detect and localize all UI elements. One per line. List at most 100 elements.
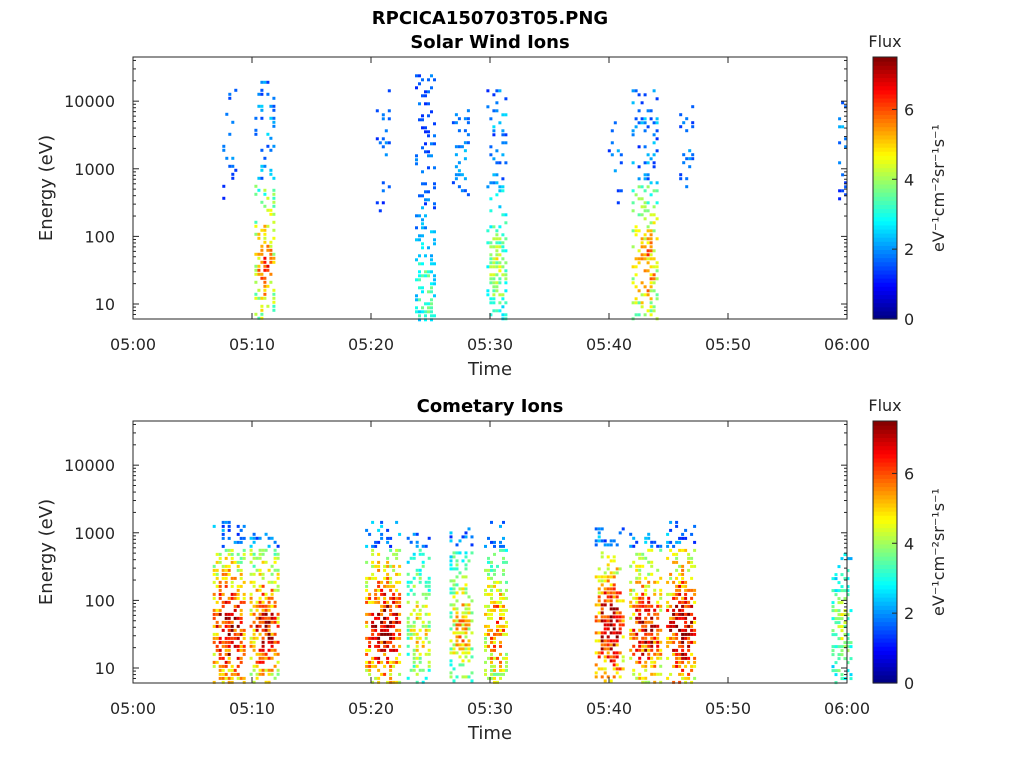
flux-cell (606, 635, 610, 639)
flux-cell (365, 648, 369, 652)
flux-cell (489, 181, 493, 185)
flux-cell (272, 260, 276, 264)
colorbar-step (873, 445, 897, 451)
flux-cell (257, 188, 261, 192)
flux-cell (412, 660, 416, 664)
flux-cell (495, 273, 499, 277)
colorbar-step (873, 192, 897, 197)
flux-cell (834, 617, 838, 621)
flux-cell (458, 587, 462, 591)
flux-cell (368, 668, 372, 672)
flux-cell (467, 595, 471, 599)
flux-cell (646, 261, 650, 265)
flux-cell (424, 314, 427, 318)
flux-cell (233, 560, 237, 564)
flux-cell (493, 668, 496, 672)
flux-cell (499, 644, 502, 648)
flux-cell (430, 154, 433, 158)
flux-cell (383, 664, 387, 668)
flux-cell (464, 587, 468, 591)
flux-cell (496, 620, 499, 624)
flux-cell (489, 297, 493, 301)
flux-cell (490, 664, 493, 668)
flux-cell (389, 636, 393, 640)
colorbar-step (873, 670, 897, 676)
flux-cell (684, 632, 688, 636)
flux-cell (257, 92, 261, 96)
flux-cell (635, 600, 639, 604)
flux-cell (600, 631, 604, 635)
flux-cell (392, 636, 396, 640)
flux-cell (242, 628, 246, 632)
flux-cell (418, 636, 422, 640)
flux-cell (424, 580, 428, 584)
flux-cell (499, 592, 502, 596)
flux-cell (464, 635, 468, 639)
flux-cell (378, 141, 382, 145)
flux-cell (387, 185, 391, 189)
flux-cell (632, 588, 636, 592)
flux-cell (260, 164, 264, 168)
flux-cell (452, 631, 456, 635)
flux-cell (261, 548, 265, 552)
flux-cell (490, 540, 493, 544)
flux-cell (386, 660, 390, 664)
flux-cell (239, 656, 243, 660)
panel-title: Solar Wind Ions (410, 32, 569, 53)
flux-cell (415, 278, 418, 282)
flux-cell (467, 647, 471, 651)
flux-cell (269, 136, 273, 140)
flux-cell (652, 205, 656, 209)
flux-cell (449, 675, 453, 679)
flux-cell (418, 270, 421, 274)
flux-cell (489, 241, 493, 245)
flux-cell (215, 608, 219, 612)
flux-cell (666, 532, 670, 536)
flux-cell (257, 264, 261, 268)
flux-cell (498, 281, 502, 285)
flux-cell (603, 619, 607, 623)
spectrogram-cells (222, 74, 848, 322)
flux-cell (418, 262, 421, 266)
flux-cell (621, 599, 625, 603)
flux-cell (643, 237, 647, 241)
flux-cell (499, 580, 502, 584)
flux-cell (239, 632, 243, 636)
flux-cell (467, 659, 471, 663)
flux-cell (380, 608, 384, 612)
flux-cell (646, 249, 650, 253)
colorbar-step (873, 539, 897, 545)
flux-cell (690, 668, 694, 672)
flux-cell (464, 575, 468, 579)
flux-cell (638, 552, 642, 556)
flux-cell (487, 560, 490, 564)
flux-cell (484, 636, 487, 640)
flux-cell (499, 668, 502, 672)
flux-cell (230, 640, 234, 644)
flux-cell (837, 597, 841, 601)
colorbar-step (873, 290, 897, 296)
flux-cell (641, 644, 645, 648)
flux-cell (631, 209, 635, 213)
flux-cell (629, 600, 633, 604)
flux-cell (252, 552, 256, 556)
flux-cell (493, 648, 496, 652)
flux-cell (368, 672, 372, 676)
colorbar-step (873, 637, 897, 643)
flux-cell (844, 181, 848, 185)
flux-cell (470, 679, 474, 683)
flux-cell (682, 153, 686, 157)
flux-cell (433, 78, 436, 82)
flux-cell (652, 309, 656, 313)
flux-cell (258, 588, 262, 592)
flux-cell (489, 301, 493, 305)
flux-cell (643, 253, 647, 257)
flux-cell (218, 556, 222, 560)
flux-cell (227, 668, 231, 672)
flux-cell (276, 672, 280, 676)
flux-cell (380, 604, 384, 608)
flux-cell (635, 632, 639, 636)
flux-cell (415, 294, 418, 298)
flux-cell (371, 660, 375, 664)
flux-cell (687, 676, 691, 680)
